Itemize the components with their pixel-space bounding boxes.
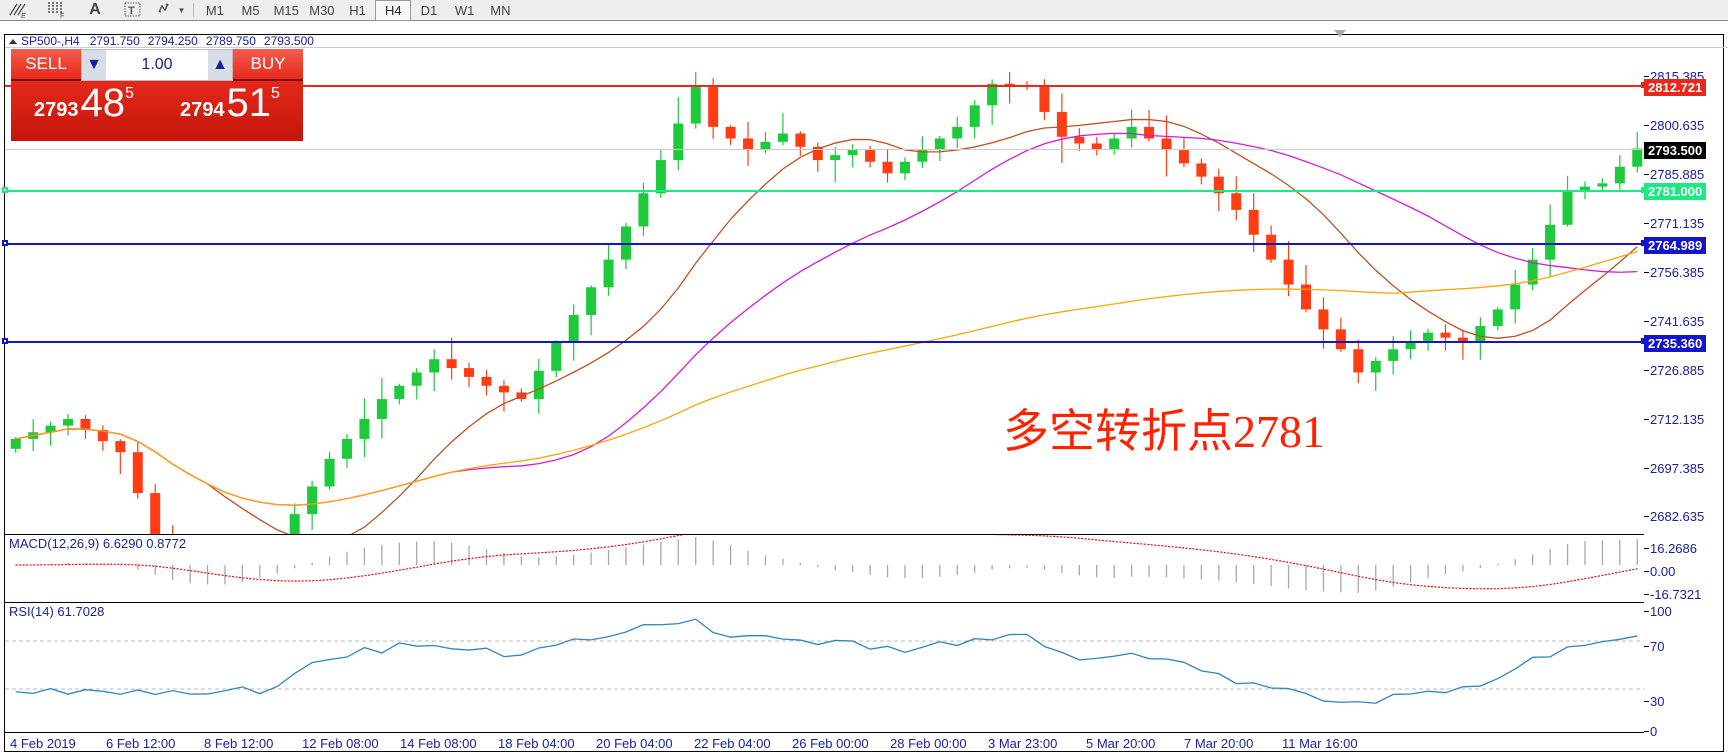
svg-text:T: T: [128, 5, 135, 17]
svg-text:F: F: [60, 13, 64, 18]
svg-text:E: E: [21, 13, 26, 18]
